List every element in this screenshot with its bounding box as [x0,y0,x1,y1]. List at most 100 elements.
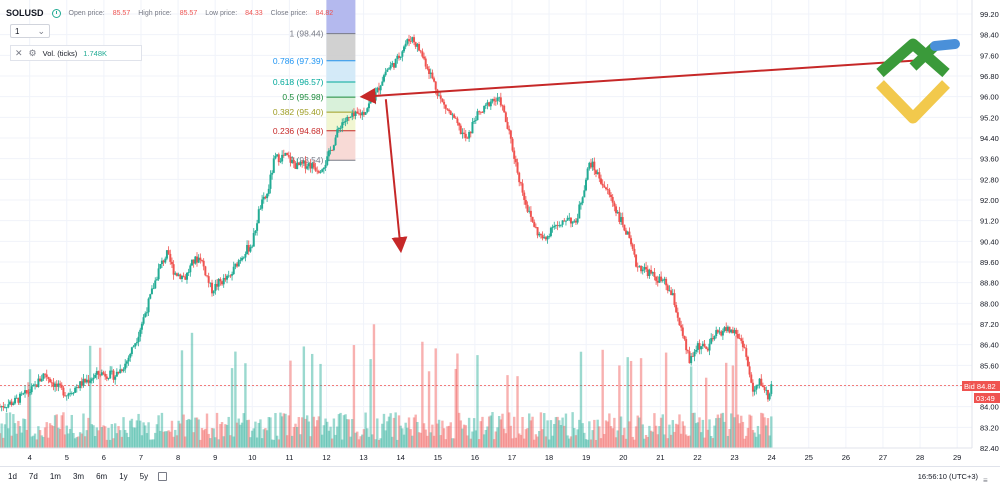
candle-body [708,343,711,351]
time-tick-label: 16 [471,453,479,462]
candle-body [54,383,57,387]
litefinance-logo [876,38,960,124]
candle-body [656,280,659,283]
gear-icon[interactable]: ⚙ [28,47,37,58]
annotation-arrow[interactable] [384,99,408,254]
range-3m[interactable]: 3m [72,472,85,481]
candle-body [102,372,105,374]
symbol-name[interactable]: SOLUSD [6,8,44,18]
range-5y[interactable]: 5y [139,472,149,481]
volume-bar [678,414,681,448]
volume-bar [227,416,230,448]
candle-body [643,267,646,270]
range-1m[interactable]: 1m [49,472,61,481]
candle-body [665,278,668,286]
volume-bar [649,430,653,448]
volume-bar [214,437,217,448]
range-6m[interactable]: 6m [96,472,108,481]
volume-bar [394,412,397,448]
volume-bar [544,436,548,448]
candle-body [159,264,162,269]
candle-body [80,381,83,386]
candle-body [57,383,60,387]
candle-body [529,210,532,217]
volume-bar [222,436,225,448]
candle-body [142,317,145,324]
volume-bar [152,439,155,448]
candle-body [641,269,644,272]
settings-icon[interactable]: ≡ [983,476,988,485]
volume-bar [361,434,364,448]
candle-body [454,117,457,119]
candle-body [534,226,537,228]
volume-bar [711,438,715,448]
candle-body [645,267,648,270]
volume-bar [606,421,609,448]
volume-bar [159,430,162,448]
candle-body [451,114,454,116]
candle-body [25,390,28,393]
candle-body [384,71,387,76]
candle-body [364,112,367,115]
volume-bar [326,421,329,448]
candle-body [603,185,606,188]
volume-bar [110,424,114,448]
price-axis[interactable]: 99.20 98.40 97.60 96.80 96.00 95.20 94.40 93.60… [971,0,999,453]
volume-bar [559,424,563,448]
candle-body [77,387,80,389]
volume-bar [224,424,227,448]
candle-body [468,132,471,139]
volume-bar [184,436,187,448]
volume-bar [704,377,708,448]
annotation-arrows[interactable] [359,59,917,254]
volume-bar [746,427,750,448]
interval-select[interactable]: 1 ⌄ [10,24,50,38]
candle-body [711,338,714,340]
range-7d[interactable]: 7d [28,472,38,481]
calendar-icon[interactable] [158,472,168,481]
candle-body [766,390,769,400]
fib-band [326,60,356,82]
volume-bar [352,345,356,448]
volume-bar [422,423,426,448]
volume-bar [127,437,130,448]
volume-bar [526,428,529,448]
range-1y[interactable]: 1y [119,472,128,481]
candle-body [396,55,399,59]
close-icon[interactable]: ✕ [15,47,23,58]
volume-indicator-legend[interactable]: ✕ ⚙ Vol. (ticks) 1.748K [10,45,142,61]
volume-bar [584,439,588,448]
range-1d[interactable]: 1d [8,472,17,481]
volume-bar [282,413,286,448]
volume-bar [225,424,229,448]
candle-body [461,132,464,135]
volume-bar [204,428,207,448]
volume-bar [574,435,578,448]
candle-body [616,211,619,214]
candle-body [284,152,287,156]
candle-body [655,276,658,281]
candle-body [351,113,354,117]
volume-bar [98,347,102,448]
volume-bar [661,414,664,448]
annotation-arrow[interactable] [359,59,917,104]
candle-body [523,192,526,200]
utc-clock[interactable]: 16:56:10 (UTC+3) [917,472,978,481]
volume-bar [324,418,327,448]
candle-body [479,111,482,113]
candle-body [653,272,656,277]
candle-body [668,290,671,292]
volume-bar [332,418,336,448]
candle-body [150,288,153,295]
candle-body [147,298,150,313]
time-axis[interactable]: 4 5 6 7 8 9 10 11 12 13 14 15 16 17 18 19 20 21 22 23 24 25 26… [0,447,972,462]
candle-body [62,387,65,396]
candle-body [620,217,623,222]
fibonacci-retracement[interactable]: 1 (98.44) 0.786 (97.39) 0.618 (96.57) 0.5 (… [273,0,356,165]
candle-body [327,150,330,157]
time-tick-label: 23 [730,453,738,462]
candle-body [289,156,292,163]
candle-body [703,343,706,347]
volume-bar [80,433,84,448]
